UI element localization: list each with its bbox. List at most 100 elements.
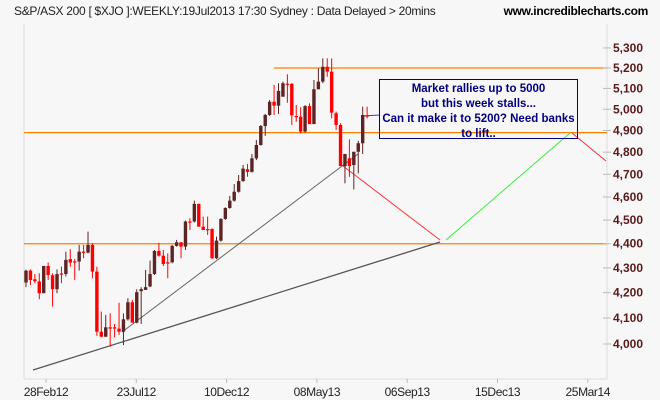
- candle: [157, 242, 161, 257]
- candle: [95, 266, 99, 336]
- candle-body: [42, 265, 46, 294]
- candle-body: [170, 245, 174, 263]
- candle: [64, 251, 68, 277]
- x-tick-label: 10Dec12: [204, 385, 250, 399]
- candle-body: [112, 327, 117, 329]
- candle: [166, 253, 170, 279]
- candle-body: [210, 229, 214, 259]
- candle: [312, 79, 316, 125]
- candle-body: [250, 158, 254, 172]
- candle-body: [183, 221, 188, 247]
- candle-body: [81, 251, 86, 253]
- site-link[interactable]: www.incrediblecharts.com: [503, 4, 649, 18]
- candle-body: [232, 191, 236, 201]
- candle-body: [33, 279, 37, 282]
- candle-body: [46, 265, 50, 276]
- candle: [290, 83, 294, 125]
- candle: [223, 207, 228, 220]
- candle-body: [267, 101, 272, 115]
- annotation-line: Market rallies up to 5000: [411, 83, 546, 95]
- candle: [201, 216, 205, 230]
- candle-body: [121, 319, 126, 332]
- candle-body: [59, 273, 64, 275]
- candle-body: [272, 101, 276, 106]
- candle: [183, 220, 188, 250]
- x-tick-label: 08May13: [294, 385, 341, 399]
- candle: [188, 218, 192, 230]
- candle: [338, 123, 343, 167]
- candle-body: [139, 289, 143, 292]
- candle-body: [312, 89, 316, 125]
- candle: [343, 153, 347, 184]
- candle-body: [214, 240, 219, 259]
- y-tick-label: 5,200: [613, 61, 643, 75]
- plot-frame: [23, 24, 608, 380]
- annotation-line: to lift..: [461, 128, 496, 140]
- candle-body: [276, 90, 281, 106]
- candle: [130, 299, 135, 323]
- candle: [59, 266, 64, 284]
- candle-body: [73, 261, 77, 263]
- candle-body: [236, 181, 241, 192]
- candle: [254, 139, 259, 161]
- candle: [285, 74, 290, 103]
- annotation-line: Can it make it to 5200? Need banks: [382, 113, 575, 125]
- candle-body: [99, 331, 104, 337]
- candle-body: [108, 327, 112, 329]
- candle-body: [95, 271, 99, 332]
- candle: [232, 184, 236, 202]
- candle: [42, 265, 46, 294]
- x-tick-label: 06Sep13: [385, 385, 431, 399]
- candle: [179, 242, 183, 259]
- trendline-long: [32, 241, 441, 371]
- candle-body: [228, 200, 232, 209]
- candle: [294, 105, 298, 122]
- candle: [170, 244, 174, 264]
- x-tick-label: 28Feb12: [24, 385, 69, 399]
- candle-body: [28, 270, 33, 280]
- candle: [303, 105, 307, 133]
- candle-body: [325, 66, 329, 72]
- candle: [259, 124, 263, 146]
- candle: [192, 200, 197, 223]
- candle-body: [259, 126, 263, 145]
- candle: [210, 228, 214, 260]
- candle-body: [223, 208, 228, 219]
- candle: [365, 106, 369, 119]
- candle: [236, 175, 241, 193]
- candle-body: [343, 153, 347, 167]
- candle-body: [161, 255, 166, 265]
- candle-body: [179, 242, 183, 247]
- candle-body: [303, 106, 307, 132]
- candle: [55, 269, 59, 294]
- candle: [143, 269, 148, 290]
- candle: [139, 287, 143, 324]
- candle: [24, 269, 28, 288]
- candle: [50, 273, 55, 307]
- candle-body: [174, 242, 179, 246]
- x-tick-label: 25Mar14: [566, 385, 611, 399]
- candle: [135, 289, 139, 324]
- y-tick-label: 5,000: [613, 102, 643, 116]
- candle: [205, 216, 210, 235]
- candle-body: [219, 218, 223, 241]
- y-tick-label: 4,100: [613, 311, 643, 325]
- y-tick-label: 4,800: [613, 145, 643, 159]
- candle: [77, 244, 81, 271]
- trendline-short: [121, 153, 359, 333]
- candle-body: [143, 287, 148, 290]
- candle-body: [241, 168, 245, 182]
- candle: [325, 58, 329, 77]
- y-tick-label: 4,400: [613, 237, 643, 251]
- candle: [316, 68, 321, 90]
- x-tick-label: 23Jul12: [117, 385, 157, 399]
- candle: [352, 151, 356, 190]
- candle-body: [197, 203, 201, 227]
- candle-body: [285, 83, 290, 85]
- candle-body: [130, 302, 135, 323]
- candle: [228, 195, 232, 209]
- projection-down-line: [342, 165, 441, 241]
- candle-body: [201, 226, 205, 230]
- candle: [356, 140, 360, 174]
